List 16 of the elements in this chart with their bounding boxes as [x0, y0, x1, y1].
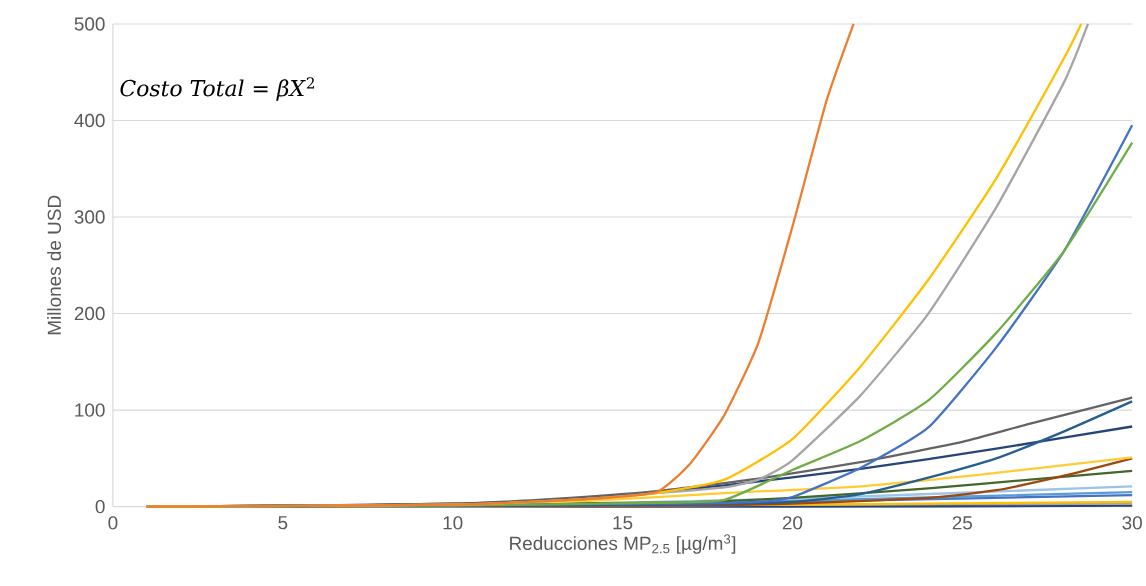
y-tick-label: 100 [75, 403, 105, 418]
y-tick-label: 0 [95, 500, 105, 514]
x-tick-label: 20 [782, 516, 803, 530]
y-tick-label: 500 [74, 17, 105, 31]
x-tick-label: 5 [278, 516, 288, 530]
x-tick-label: 30 [1122, 516, 1142, 530]
x-tick-label: 0 [108, 516, 118, 530]
y-tick-label: 300 [74, 210, 105, 224]
y-tick-label: 400 [74, 114, 105, 128]
y-axis-title: Millones de USD [47, 196, 62, 335]
x-axis-title: Reducciones MP$_{2.5}$ [µg/m$^{3}$] [510, 534, 736, 554]
annotation: Costo Total = βX$^{2}$ [120, 77, 315, 101]
x-tick-label: 10 [443, 516, 463, 530]
x-tick-label: 25 [952, 516, 973, 530]
y-tick-label: 200 [74, 307, 105, 321]
x-tick-label: 15 [613, 516, 633, 530]
